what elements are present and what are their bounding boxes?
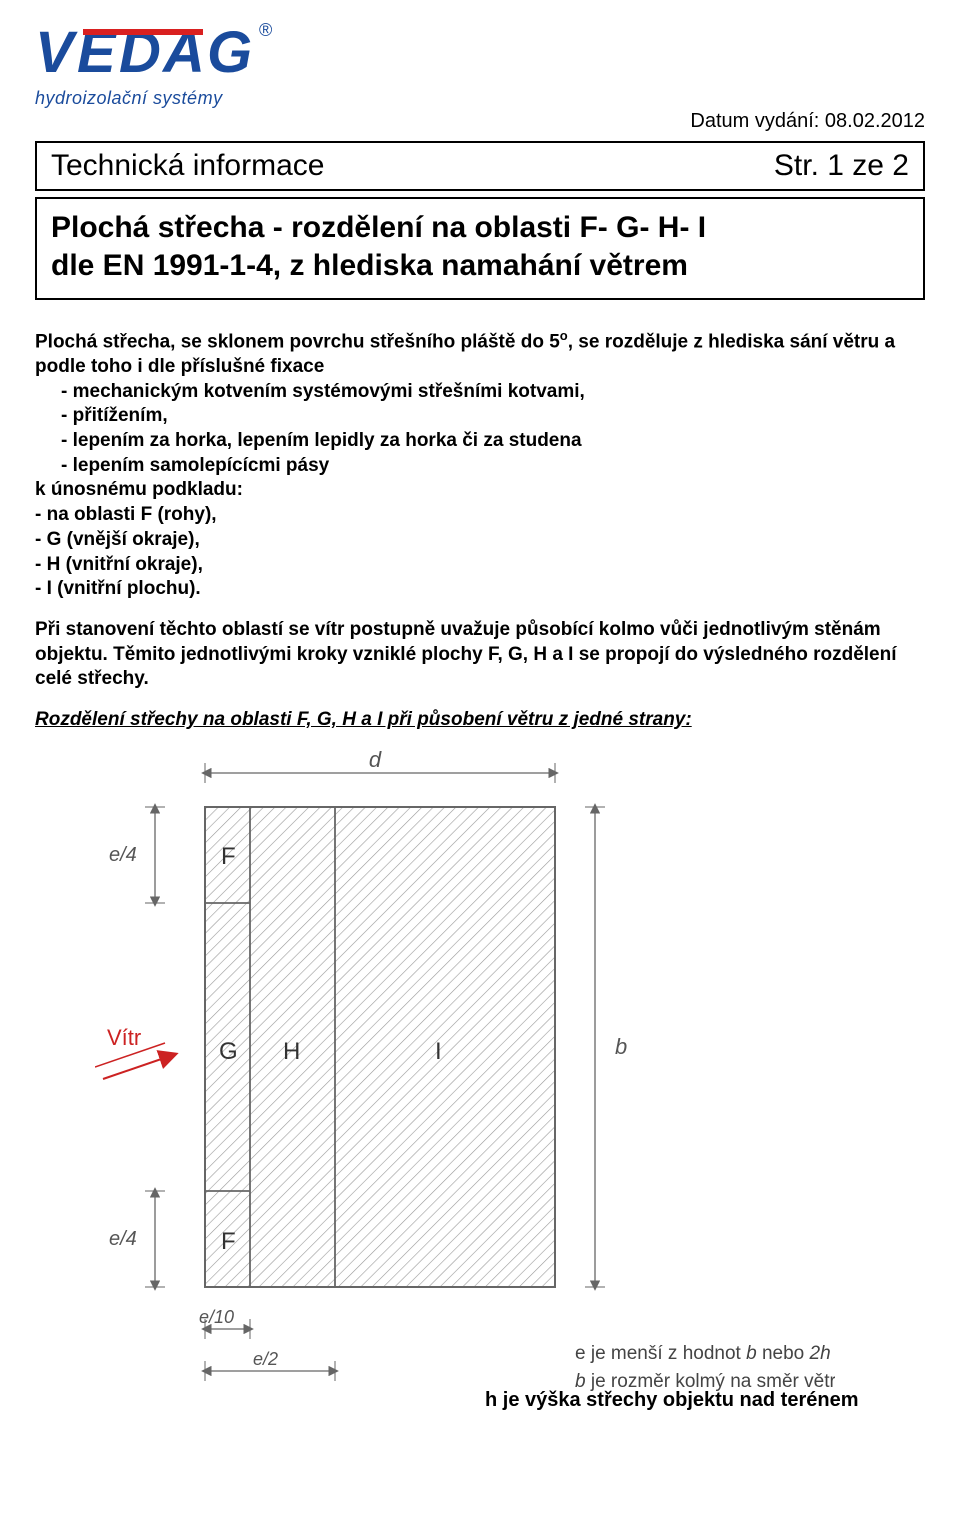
vedag-logo: V E D A G ® [35,20,295,90]
zone-H: H [283,1038,300,1065]
tech-info-label: Technická informace [51,149,324,183]
zone-I: I [435,1038,442,1065]
tech-info-box: Technická informace Str. 1 ze 2 [35,141,925,191]
paragraph-1: Plochá střecha, se sklonem povrchu střeš… [35,328,925,602]
dim-b: b [615,1034,627,1059]
svg-text:G: G [207,20,252,85]
title-box: Plochá střecha - rozdělení na oblasti F-… [35,197,925,300]
dim-e2: e/2 [253,1349,278,1369]
svg-text:V: V [35,20,78,85]
logo-block: V E D A G ® hydroizolační systémy [35,20,295,109]
dim-e10: e/10 [199,1307,234,1327]
title-line-2: dle EN 1991-1-4, z hlediska namahání vět… [51,247,909,285]
footer-note: h je výška střechy objektu nad terénem [485,1389,925,1412]
paragraph-2: Při stanovení těchto oblastí se vítr pos… [35,618,925,692]
page-number: Str. 1 ze 2 [774,149,909,183]
dim-e4-bot: e/4 [109,1228,137,1250]
zone-F-top: F [221,843,236,870]
dim-e4-top: e/4 [109,844,137,866]
dim-d: d [369,749,382,772]
logo-subtitle: hydroizolační systémy [35,88,295,109]
wind-label: Vítr [107,1025,141,1050]
zone-diagram: d b e/4 e/4 F G H I F Vítr e/10 e/2 e je… [95,749,925,1409]
zone-F-bot: F [221,1228,236,1255]
header-row: V E D A G ® hydroizolační systémy Datum … [35,20,925,133]
title-line-1: Plochá střecha - rozdělení na oblasti F-… [51,209,909,247]
paragraph-3: Rozdělení střechy na oblasti F, G, H a I… [35,708,925,733]
zone-G: G [219,1038,238,1065]
registered-mark: ® [259,20,272,40]
note-e: e je menší z hodnot b nebo 2h [575,1343,831,1364]
issue-date: Datum vydání: 08.02.2012 [690,110,925,133]
